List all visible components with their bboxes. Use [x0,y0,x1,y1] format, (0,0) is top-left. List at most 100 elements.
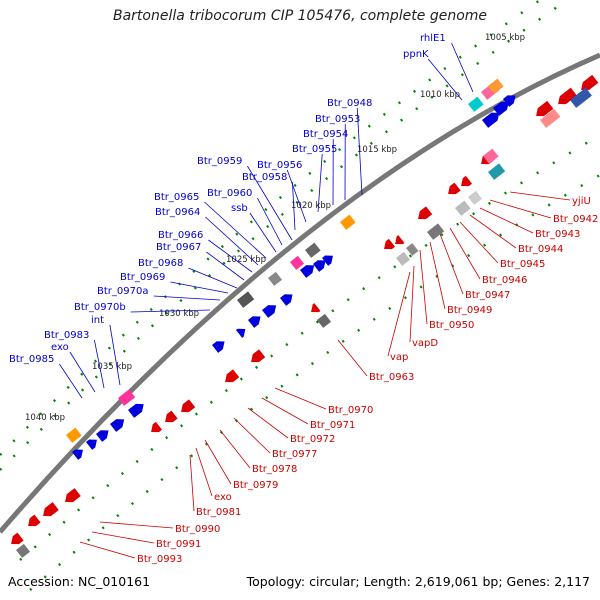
label-leader-line [205,216,259,266]
reverse-gene-arrow [28,514,41,527]
label-leader-line [509,191,571,201]
label-leader-line [274,387,327,410]
forward-gene-arrow [322,255,333,266]
forward-gene-arrow [236,328,246,338]
feature-block [468,190,483,205]
forward-gene-arrow [128,403,144,418]
reverse-gene-label: Btr_0971 [310,420,355,431]
map-title: Bartonella tribocorum CIP 105476, comple… [112,8,488,24]
forward-gene-label: Btr_0956 [257,160,302,171]
tick-track-1 [19,133,600,561]
label-leader-line [419,249,428,325]
forward-gene-label: Btr_0970b [74,302,126,313]
feature-block [340,214,356,230]
kbp-label: 1020 kbp [291,201,331,211]
label-leader-line [489,199,552,219]
reverse-gene-label: Btr_0963 [369,372,414,383]
feature-block [540,108,561,128]
label-leader-line [247,165,293,241]
forward-gene-arrow [300,265,315,278]
accession-text: Accession: NC_010161 [8,574,151,589]
reverse-gene-arrow [225,369,240,383]
kbp-label: 1005 kbp [485,33,525,43]
feature-block [117,389,136,406]
forward-gene-arrow [482,112,500,128]
reverse-gene-arrow [558,87,577,105]
feature-block [317,313,332,328]
forward-gene-arrow [96,430,109,442]
forward-gene-arrow [262,305,277,318]
reverse-gene-arrow [181,399,196,413]
forward-gene-arrow [493,101,509,116]
reverse-gene-label: vapD [412,338,438,349]
label-leader-line [206,251,245,281]
reverse-gene-arrow [581,74,599,91]
reverse-gene-label: Btr_0981 [196,507,241,518]
reverse-gene-arrow [43,502,59,517]
label-leader-line [188,267,238,289]
label-leader-line [479,207,534,234]
forward-gene-arrow [72,449,83,460]
forward-gene-arrow [313,260,326,272]
label-leader-line [204,439,232,485]
label-leader-line [233,417,271,454]
reverse-gene-label: Btr_0949 [447,305,492,316]
forward-gene-label: Btr_0959 [197,156,242,167]
tick-track-2 [29,173,600,591]
reverse-gene-label: Btr_0945 [500,259,545,270]
reverse-gene-label: exo [214,492,232,503]
label-leader-line [91,531,155,544]
label-leader-line [429,241,446,310]
tick-track-0 [0,3,561,471]
forward-gene-label: Btr_0970a [97,286,148,297]
label-leader-line [449,227,481,280]
forward-gene-label: Btr_0985 [9,354,54,365]
forward-gene-label: Btr_0955 [292,144,337,155]
kbp-label: 1025 kbp [226,255,266,265]
reverse-gene-label: Btr_0978 [252,464,297,475]
label-leader-line [170,281,229,294]
reverse-gene-arrow [151,421,163,433]
label-leader-line [356,107,363,196]
label-leader-line [257,197,283,246]
feature-block [455,200,471,216]
reverse-gene-arrow [165,410,178,423]
reverse-gene-label: Btr_0993 [137,554,182,565]
label-leader-line [286,169,307,223]
reverse-gene-label: vap [390,352,408,363]
forward-gene-label: Btr_0969 [120,272,165,283]
label-leader-line [261,397,309,425]
reverse-gene-label: Btr_0946 [482,275,527,286]
forward-gene-label: Btr_0960 [207,188,252,199]
feature-block [289,255,305,270]
reverse-gene-arrow [461,175,473,187]
reverse-gene-arrow [395,235,405,245]
feature-block [482,148,499,164]
kbp-label: 1035 kbp [92,362,132,372]
reverse-gene-arrow [448,182,461,195]
forward-gene-label: Btr_0968 [138,258,183,269]
kbp-label: 1030 kbp [159,309,199,319]
forward-gene-label: Btr_0954 [303,129,348,140]
label-leader-line [247,407,289,439]
label-leader-line [153,295,221,301]
feature-block [488,78,504,94]
forward-gene-arrow [212,341,225,353]
forward-gene-arrow [86,439,97,450]
kbp-label: 1010 kbp [420,90,460,100]
forward-gene-label: Btr_0965 [154,192,199,203]
reverse-gene-arrow [418,206,433,220]
reverse-gene-label: Btr_0944 [518,244,563,255]
label-leader-line [79,541,136,559]
reverse-gene-label: yjiU [572,196,591,207]
feature-block [66,427,82,443]
label-leader-line [469,214,517,249]
genome-summary-text: Topology: circular; Length: 2,619,061 bp… [246,574,590,589]
label-leader-line [204,201,267,259]
forward-gene-arrow [503,95,516,107]
label-leader-line [451,42,474,93]
forward-gene-label: Btr_0983 [44,330,89,341]
reverse-gene-label: Btr_0942 [553,214,598,225]
